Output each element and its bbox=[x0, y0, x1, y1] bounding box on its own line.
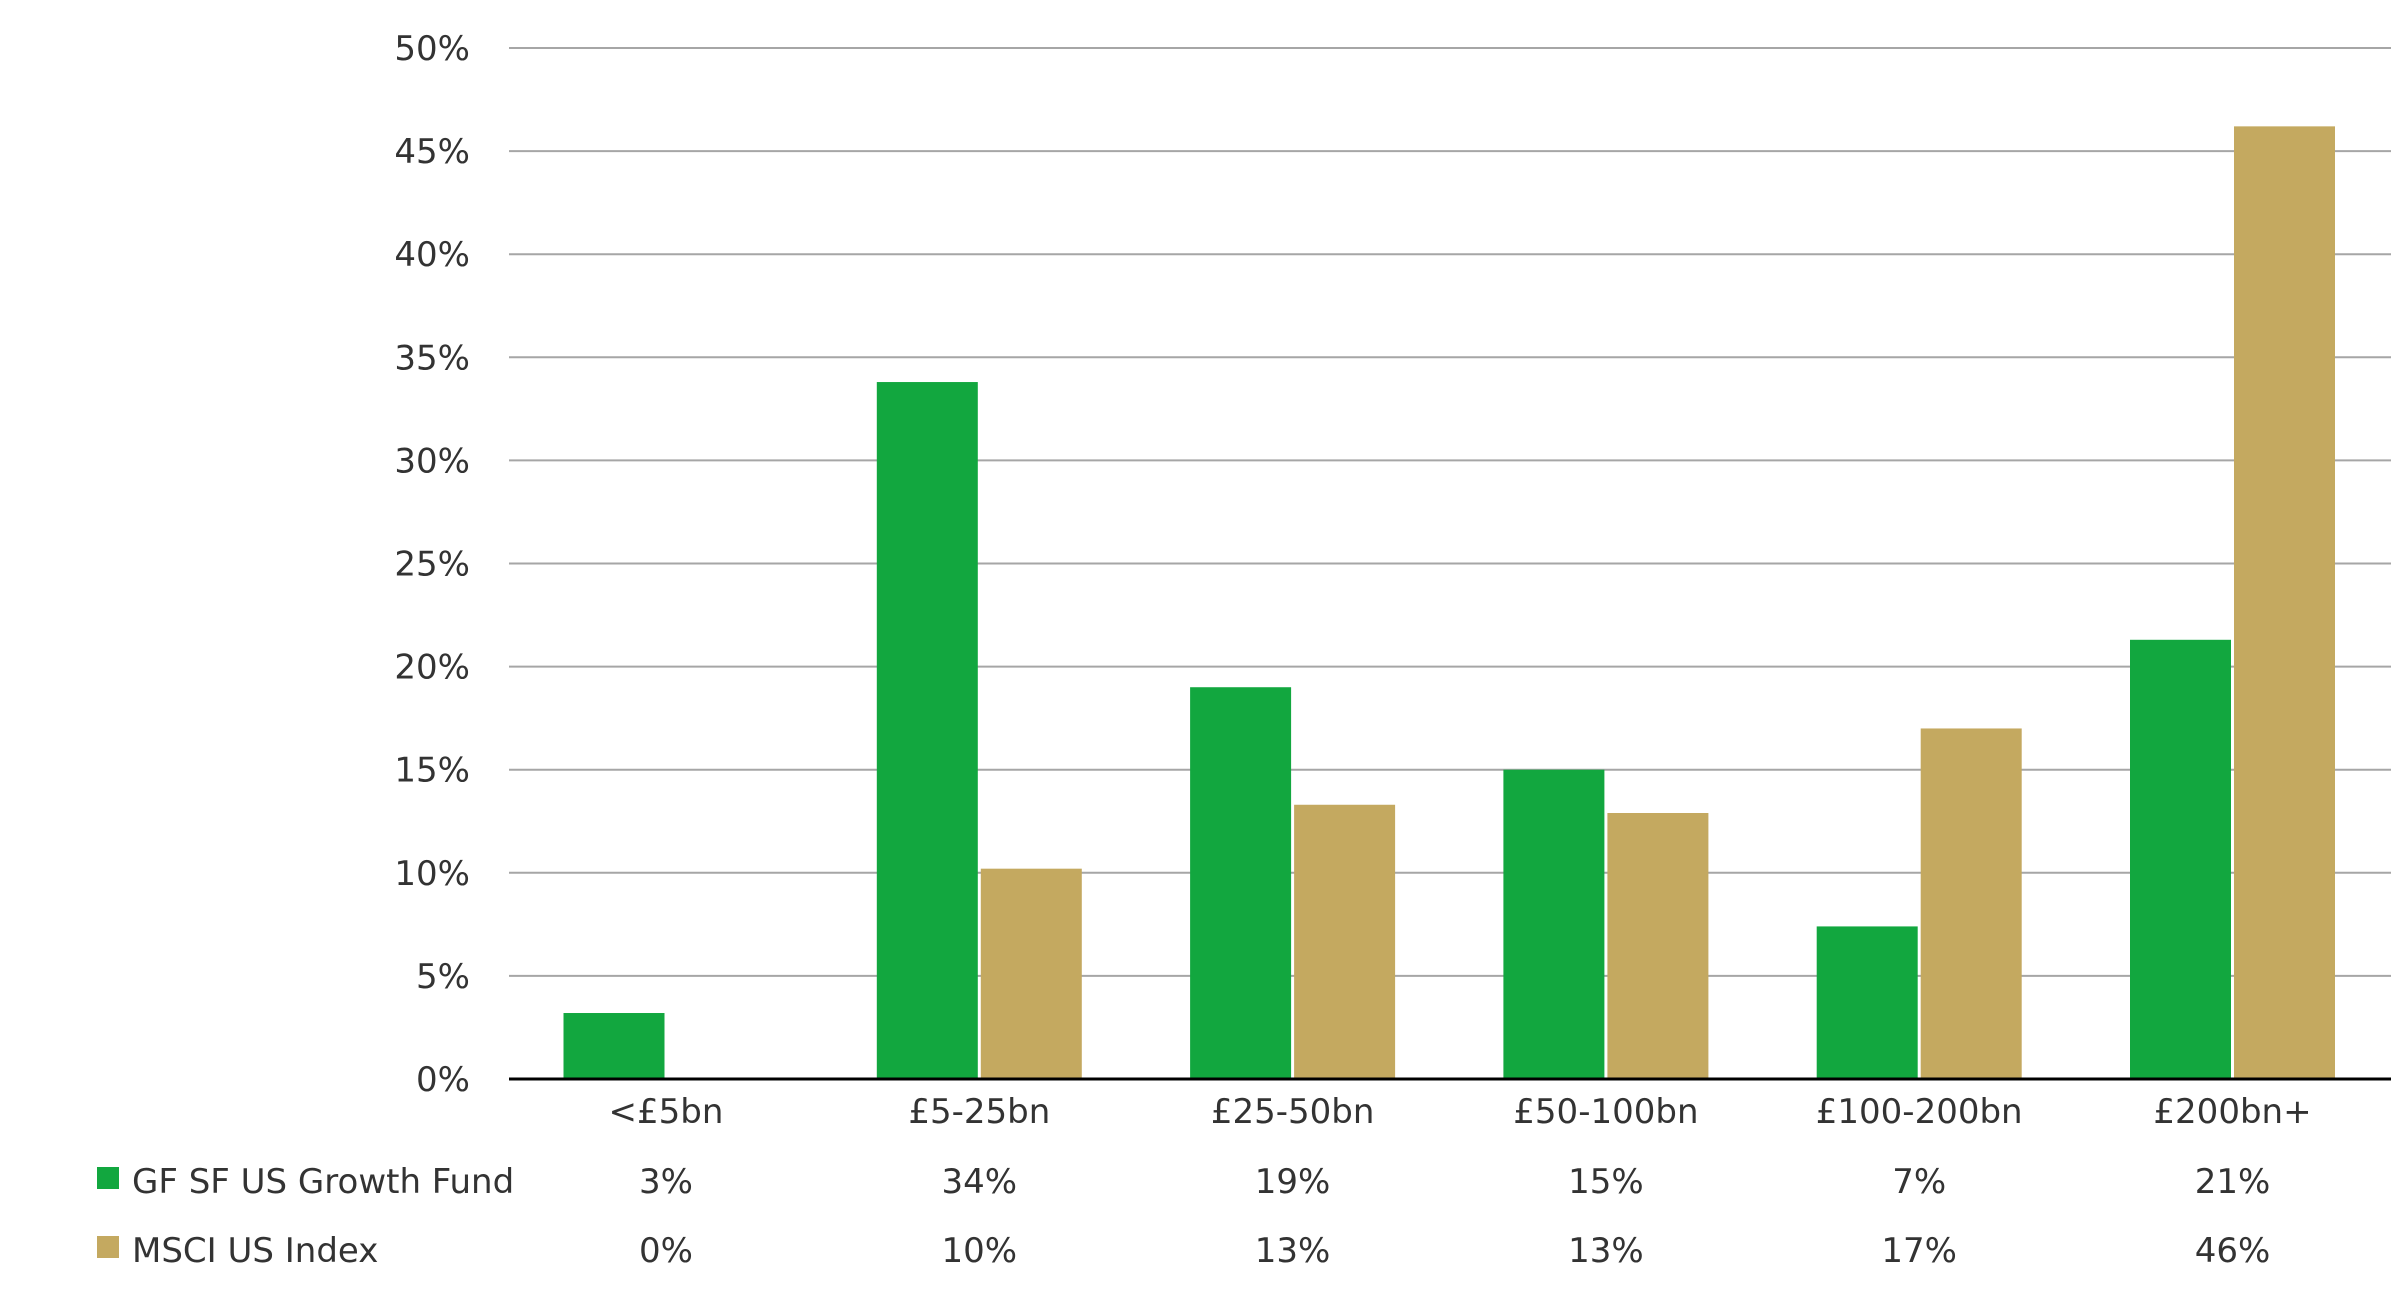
table-value: 19% bbox=[1255, 1162, 1331, 1202]
table-value: 0% bbox=[639, 1231, 693, 1271]
table-value: 46% bbox=[2195, 1231, 2271, 1271]
y-tick-label: 10% bbox=[394, 854, 470, 894]
x-tick-label: <£5bn bbox=[609, 1092, 724, 1132]
x-tick-label: £25-50bn bbox=[1211, 1092, 1375, 1132]
y-tick-label: 25% bbox=[394, 545, 470, 585]
legend-swatch bbox=[97, 1236, 119, 1258]
table-value: 15% bbox=[1568, 1162, 1644, 1202]
bar-fund bbox=[1190, 687, 1292, 1079]
y-tick-label: 35% bbox=[394, 338, 470, 378]
y-axis-tick-labels: 0% 5% 10% 15% 20% 25% 30% 35% 40% 45% 50% bbox=[394, 29, 470, 1100]
table-value: 13% bbox=[1568, 1231, 1644, 1271]
table-value: 13% bbox=[1255, 1231, 1331, 1271]
table-value: 21% bbox=[2195, 1162, 2271, 1202]
bar-fund bbox=[2130, 639, 2231, 1079]
bar-index bbox=[2234, 126, 2335, 1079]
bar-fund bbox=[563, 1013, 665, 1079]
bar-index bbox=[1920, 728, 2022, 1079]
bar-index bbox=[1607, 813, 1709, 1079]
gridlines bbox=[509, 47, 2391, 977]
y-tick-label: 45% bbox=[394, 132, 470, 172]
y-tick-label: 5% bbox=[416, 957, 470, 997]
y-tick-label: 30% bbox=[394, 441, 470, 481]
table-value: 7% bbox=[1892, 1162, 1946, 1202]
table-value: 34% bbox=[942, 1162, 1018, 1202]
x-tick-label: £100-200bn bbox=[1816, 1092, 2023, 1132]
data-table: GF SF US Growth Fund 3% 34% 19% 15% 7% 21% MSCI… bbox=[97, 1162, 2270, 1271]
bar-fund bbox=[876, 382, 978, 1079]
legend-label: GF SF US Growth Fund bbox=[132, 1162, 514, 1202]
bar-index bbox=[1294, 804, 1396, 1079]
y-tick-label: 40% bbox=[394, 235, 470, 275]
y-tick-label: 15% bbox=[394, 751, 470, 791]
table-value: 3% bbox=[639, 1162, 693, 1202]
legend-label: MSCI US Index bbox=[132, 1231, 378, 1271]
y-tick-label: 20% bbox=[394, 648, 470, 688]
x-tick-label: £50-100bn bbox=[1513, 1092, 1698, 1132]
bar-fund bbox=[1503, 769, 1605, 1079]
y-tick-label: 0% bbox=[416, 1060, 470, 1100]
x-axis-tick-labels: <£5bn £5-25bn £25-50bn £50-100bn £100-200bn £… bbox=[609, 1092, 2312, 1132]
x-tick-label: £5-25bn bbox=[908, 1092, 1050, 1132]
bar-index bbox=[980, 868, 1082, 1079]
bars bbox=[563, 126, 2335, 1079]
table-value: 17% bbox=[1881, 1231, 1957, 1271]
legend-swatch bbox=[97, 1167, 119, 1189]
x-tick-label: £200bn+ bbox=[2153, 1092, 2311, 1132]
y-tick-label: 50% bbox=[394, 29, 470, 69]
bar-fund bbox=[1816, 926, 1918, 1079]
table-value: 10% bbox=[942, 1231, 1018, 1271]
